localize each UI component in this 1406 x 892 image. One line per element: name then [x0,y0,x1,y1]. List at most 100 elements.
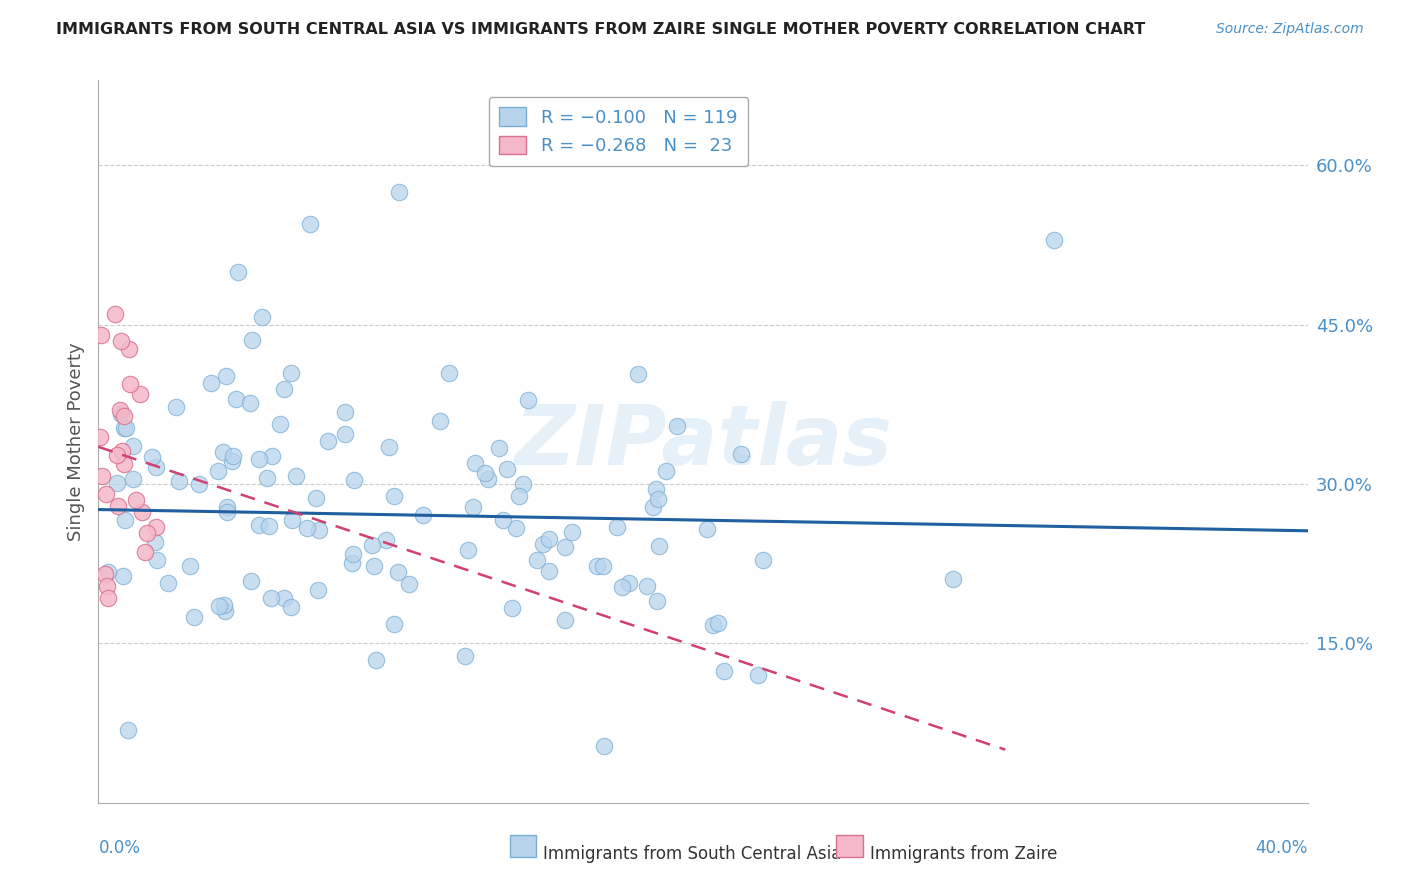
Point [586,559,609,574]
Point [221,454,243,468]
Point [96,579,118,593]
Point [730,447,752,461]
Point [1043,233,1066,247]
Point [118,377,141,392]
Point [464,456,486,470]
Point [361,538,384,552]
Point [90,328,112,343]
Point [125,492,148,507]
Point [747,668,769,682]
Text: Immigrants from South Central Asia: Immigrants from South Central Asia [543,845,842,863]
Point [167,474,190,488]
Point [112,409,135,424]
Point [512,476,534,491]
Point [240,333,263,347]
Point [183,610,205,624]
Point [165,400,187,414]
Point [262,449,284,463]
Point [382,489,405,503]
Point [105,476,128,491]
Point [398,576,420,591]
Point [228,264,250,278]
Point [643,500,665,514]
Point [107,499,129,513]
Point [626,367,648,381]
Text: 0.0%: 0.0% [98,838,141,857]
Point [713,665,735,679]
Point [96,591,118,605]
Point [208,599,231,613]
Point [110,408,132,422]
Point [305,491,328,505]
Point [648,539,671,553]
Point [247,451,270,466]
Point [606,520,628,534]
Point [260,591,283,605]
Point [129,387,152,401]
Point [284,468,307,483]
Point [240,574,263,589]
Point [207,464,229,478]
Point [212,445,235,459]
Point [256,471,278,485]
Point [111,444,134,458]
Point [492,513,515,527]
Text: Source: ZipAtlas.com: Source: ZipAtlas.com [1216,22,1364,37]
Point [342,547,364,561]
Point [118,342,141,356]
Point [145,520,167,534]
Point [645,593,668,607]
Point [496,462,519,476]
Point [561,525,583,540]
Point [461,500,484,514]
Point [252,310,274,324]
Point [617,576,640,591]
Point [215,369,238,384]
Point [141,450,163,465]
Point [316,434,339,449]
Point [179,559,201,574]
Point [97,565,120,579]
Text: IMMIGRANTS FROM SOUTH CENTRAL ASIA VS IMMIGRANTS FROM ZAIRE SINGLE MOTHER POVERT: IMMIGRANTS FROM SOUTH CENTRAL ASIA VS IM… [56,22,1146,37]
Text: 40.0%: 40.0% [1256,838,1308,857]
Point [280,600,302,615]
Point [488,441,510,455]
Point [215,505,238,519]
Point [188,477,211,491]
Point [366,653,388,667]
Point [554,613,576,627]
Point [333,426,356,441]
Point [157,575,180,590]
Point [89,430,111,444]
Bar [837,835,863,857]
Point [508,489,530,503]
Point [696,522,718,536]
Point [412,508,434,522]
Point [307,583,329,598]
Point [474,466,496,480]
Legend: R = −0.100   N = 119, R = −0.268   N =  23: R = −0.100 N = 119, R = −0.268 N = 23 [488,96,748,166]
Point [249,517,271,532]
Point [121,472,143,486]
Point [666,419,689,434]
Point [437,366,460,380]
Point [114,513,136,527]
Point [333,405,356,419]
Point [225,392,247,407]
Point [531,536,554,550]
Point [215,500,238,514]
Point [706,615,728,630]
Point [94,487,117,501]
Point [375,533,398,547]
Point [112,421,135,435]
Point [214,604,236,618]
Point [107,448,129,462]
Point [273,382,295,396]
Point [942,572,965,586]
Point [593,739,616,754]
Point [135,525,157,540]
Point [280,366,302,380]
Point [222,449,245,463]
Point [636,579,658,593]
Point [429,414,451,428]
